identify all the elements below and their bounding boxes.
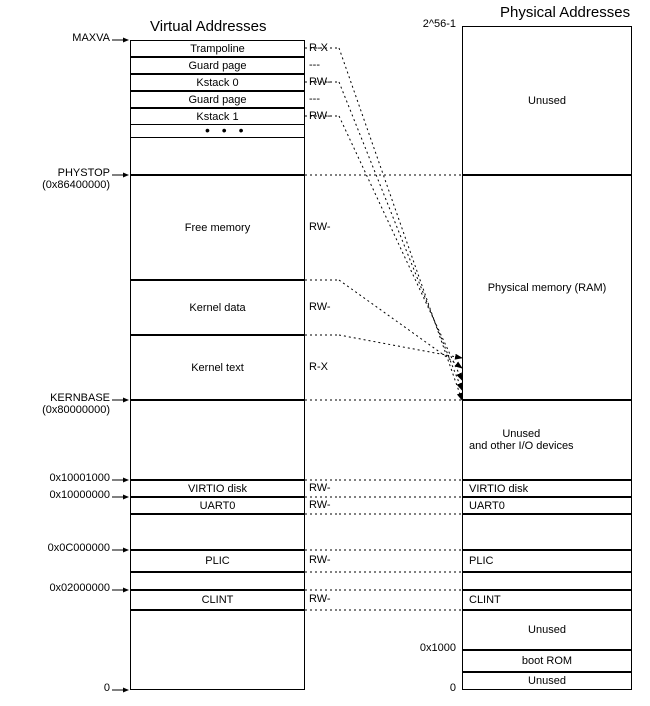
perm-freemem: RW-: [309, 221, 331, 233]
va-plic-label: PLIC: [205, 555, 229, 567]
va-gap1: [130, 400, 305, 480]
perm-kstack0: RW-: [309, 76, 331, 88]
va-gap2: [130, 514, 305, 550]
pa-unused2-label: Unused: [528, 624, 566, 636]
va-addr-0: MAXVA: [72, 32, 110, 44]
physical-title: Physical Addresses: [500, 4, 630, 21]
pa-unused-top: Unused: [462, 26, 632, 175]
pa-unused2: Unused: [462, 610, 632, 650]
pa-ram-label: Physical memory (RAM): [488, 282, 607, 294]
virtual-title: Virtual Addresses: [150, 18, 266, 35]
pa-addr-2: 0: [450, 682, 456, 694]
pa-addr-1: 0x1000: [420, 642, 456, 654]
va-guard1-label: Guard page: [188, 94, 246, 106]
va-kdata: Kernel data: [130, 280, 305, 335]
va-gap0: [130, 137, 305, 175]
perm-kstack1: RW-: [309, 110, 331, 122]
va-uart0-label: UART0: [200, 500, 236, 512]
va-kstack0: Kstack 0: [130, 74, 305, 91]
pa-gap2: [462, 572, 632, 590]
pa-unused-io-label: Unused and other I/O devices: [469, 428, 574, 452]
pa-bootrom-label: boot ROM: [522, 655, 572, 667]
pa-plic-label: PLIC: [469, 555, 493, 567]
perm-ktext: R-X: [309, 361, 328, 373]
va-trampoline-label: Trampoline: [190, 43, 245, 55]
va-uart0: UART0: [130, 497, 305, 514]
va-gap3: [130, 572, 305, 590]
va-guard0-label: Guard page: [188, 60, 246, 72]
pa-virtio: VIRTIO disk: [462, 480, 632, 497]
pa-unused3: Unused: [462, 672, 632, 690]
pa-uart0-label: UART0: [469, 500, 505, 512]
va-clint: CLINT: [130, 590, 305, 610]
perm-plic: RW-: [309, 554, 331, 566]
va-gap4: [130, 610, 305, 690]
pa-plic: PLIC: [462, 550, 632, 572]
pa-uart0: UART0: [462, 497, 632, 514]
perm-guard1: ---: [309, 93, 320, 105]
va-kstack0-label: Kstack 0: [196, 77, 238, 89]
va-guard1: Guard page: [130, 91, 305, 108]
va-addr-3: 0x10001000: [49, 472, 110, 484]
va-trampoline: Trampoline: [130, 40, 305, 57]
va-freemem: Free memory: [130, 175, 305, 280]
pa-clint: CLINT: [462, 590, 632, 610]
perm-trampoline: R-X: [309, 42, 328, 54]
va-addr-5: 0x0C000000: [48, 542, 110, 554]
va-freemem-label: Free memory: [185, 222, 250, 234]
perm-clint: RW-: [309, 593, 331, 605]
perm-virtio: RW-: [309, 482, 331, 494]
pa-bootrom: boot ROM: [462, 650, 632, 672]
va-addr-2: KERNBASE(0x80000000): [42, 392, 110, 416]
pa-addr-0: 2^56-1: [423, 18, 456, 30]
va-virtio-label: VIRTIO disk: [188, 483, 247, 495]
va-guard0: Guard page: [130, 57, 305, 74]
perm-kdata: RW-: [309, 301, 331, 313]
va-virtio: VIRTIO disk: [130, 480, 305, 497]
pa-ram: Physical memory (RAM): [462, 175, 632, 400]
pa-clint-label: CLINT: [469, 594, 501, 606]
va-ktext: Kernel text: [130, 335, 305, 400]
va-addr-4: 0x10000000: [49, 489, 110, 501]
perm-guard0: ---: [309, 59, 320, 71]
pa-gap1: [462, 514, 632, 550]
va-clint-label: CLINT: [202, 594, 234, 606]
pa-unused3-label: Unused: [528, 675, 566, 687]
va-addr-1: PHYSTOP(0x86400000): [42, 167, 110, 191]
pa-virtio-label: VIRTIO disk: [469, 483, 528, 495]
va-plic: PLIC: [130, 550, 305, 572]
ellipsis: • • •: [205, 122, 247, 138]
va-kstack1-label: Kstack 1: [196, 111, 238, 123]
pa-unused-top-label: Unused: [528, 95, 566, 107]
va-kdata-label: Kernel data: [189, 302, 245, 314]
perm-uart0: RW-: [309, 499, 331, 511]
va-addr-6: 0x02000000: [49, 582, 110, 594]
pa-unused-io: Unused and other I/O devices: [462, 400, 632, 480]
va-ktext-label: Kernel text: [191, 362, 244, 374]
va-addr-7: 0: [104, 682, 110, 694]
